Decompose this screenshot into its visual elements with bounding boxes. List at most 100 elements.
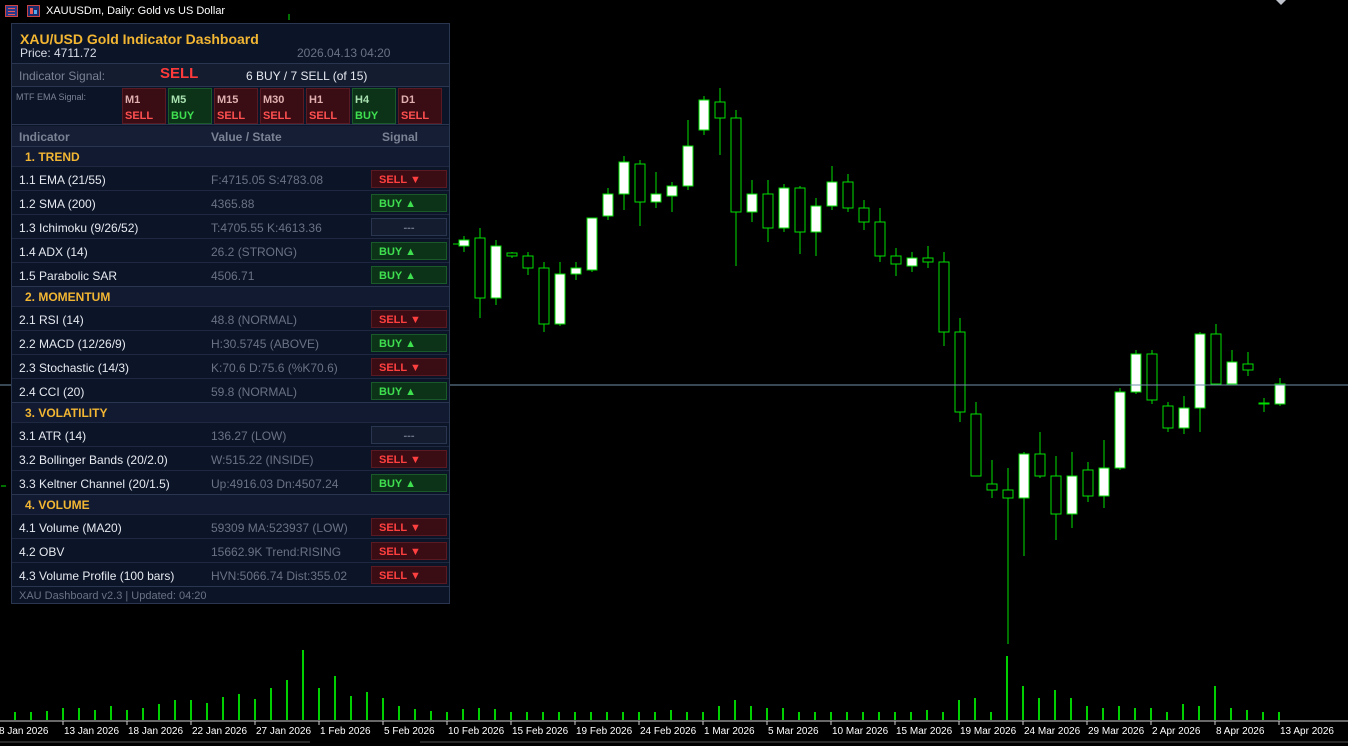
mtf-signal: SELL — [217, 110, 246, 122]
axis-tick-label: 19 Feb 2026 — [576, 726, 633, 737]
dashboard-title: XAU/USD Gold Indicator Dashboard — [20, 31, 259, 47]
signal-count: 6 BUY / 7 SELL (of 15) — [246, 69, 368, 83]
candle-body — [1210, 333, 1222, 385]
section-header: 2. MOMENTUM — [12, 286, 449, 306]
signal-badge: SELL ▼ — [371, 450, 447, 468]
candle — [746, 180, 758, 222]
candle-body — [634, 163, 646, 203]
footer-text: XAU Dashboard v2.3 | Updated: 04:20 — [19, 590, 207, 602]
indicator-row: 2.1 RSI (14) 48.8 (NORMAL) SELL ▼ — [12, 306, 449, 330]
mtf-timeframe: H4 — [355, 94, 370, 106]
mtf-timeframe: D1 — [401, 94, 416, 106]
indicator-value: 4506.71 — [211, 269, 255, 283]
candle-body — [506, 252, 518, 257]
candle-body — [554, 273, 566, 325]
window-title-bar: XAUUSDm, Daily: Gold vs US Dollar — [0, 0, 1348, 22]
indicator-row: 2.3 Stochastic (14/3) K:70.6 D:75.6 (%K70… — [12, 354, 449, 378]
candle — [1130, 350, 1142, 394]
indicator-dashboard: XAU/USD Gold Indicator Dashboard Price: … — [11, 23, 450, 604]
section-header: 1. TREND — [12, 146, 449, 166]
axis-tick-label: 15 Mar 2026 — [896, 726, 953, 737]
chart-icon[interactable] — [5, 5, 18, 17]
indicator-value: T:4705.55 K:4613.36 — [211, 221, 322, 235]
candle — [1162, 402, 1174, 432]
indicator-row: 1.2 SMA (200) 4365.88 BUY ▲ — [12, 190, 449, 214]
candle-body — [1002, 489, 1014, 499]
candle-body — [1066, 475, 1078, 515]
indicator-row: 1.3 Ichimoku (9/26/52) T:4705.55 K:4613.3… — [12, 214, 449, 238]
volume-bars — [14, 650, 1280, 720]
indicator-name: 1.4 ADX (14) — [19, 245, 88, 259]
candle-body — [490, 245, 502, 299]
chevron-down-icon[interactable] — [1276, 0, 1286, 5]
indicator-row: 1.1 EMA (21/55) F:4715.05 S:4783.08 SELL ▼ — [12, 166, 449, 190]
candle — [474, 228, 486, 318]
candle-body — [666, 185, 678, 197]
mtf-signal: SELL — [125, 110, 154, 122]
mtf-box-h4: H4 BUY — [352, 88, 396, 124]
indicator-name: 1.5 Parabolic SAR — [19, 269, 118, 283]
axis-tick-label: 18 Jan 2026 — [128, 726, 183, 737]
column-headers: Indicator Value / State Signal — [12, 126, 449, 146]
candle-body — [714, 101, 726, 119]
indicator-value: Up:4916.03 Dn:4507.24 — [211, 477, 339, 491]
axis-tick-label: 10 Feb 2026 — [448, 726, 505, 737]
indicator-value: 59.8 (NORMAL) — [211, 385, 298, 399]
indicator-value: HVN:5066.74 Dist:355.02 — [211, 569, 348, 583]
signal-badge: SELL ▼ — [371, 566, 447, 584]
candle-body — [746, 193, 758, 213]
indicator-row: 3.3 Keltner Channel (20/1.5) Up:4916.03 D… — [12, 470, 449, 494]
signal-badge: BUY ▲ — [371, 242, 447, 260]
signal-badge: --- — [371, 218, 447, 236]
window-icon[interactable] — [27, 5, 40, 17]
mtf-box-m5: M5 BUY — [168, 88, 212, 124]
signal-badge: BUY ▲ — [371, 334, 447, 352]
indicator-name: 1.3 Ichimoku (9/26/52) — [19, 221, 139, 235]
candle — [986, 460, 998, 498]
candle — [586, 217, 598, 272]
candle — [1002, 468, 1014, 644]
candle — [1226, 350, 1238, 385]
candle — [1050, 456, 1062, 540]
candle — [810, 198, 822, 256]
candlesticks — [1, 14, 1286, 644]
candle-body — [522, 255, 534, 269]
axis-tick-label: 27 Jan 2026 — [256, 726, 311, 737]
candle-body — [1114, 391, 1126, 469]
indicator-value: K:70.6 D:75.6 (%K70.6) — [211, 361, 338, 375]
candle — [570, 262, 582, 280]
signal-badge: SELL ▼ — [371, 518, 447, 536]
candle-body — [458, 239, 470, 247]
candle-body — [602, 193, 614, 217]
indicator-row: 3.1 ATR (14) 136.27 (LOW) --- — [12, 422, 449, 446]
indicator-row: 1.4 ADX (14) 26.2 (STRONG) BUY ▲ — [12, 238, 449, 262]
indicator-name: 2.1 RSI (14) — [19, 313, 84, 327]
signal-badge: SELL ▼ — [371, 358, 447, 376]
candle-body — [1274, 383, 1286, 405]
candle-body — [730, 117, 742, 213]
candle — [762, 180, 774, 242]
axis-tick-label: 8 Jan 2026 — [0, 726, 49, 737]
candle — [1146, 350, 1158, 404]
mtf-signal: BUY — [355, 110, 379, 122]
axis-tick-label: 13 Jan 2026 — [64, 726, 119, 737]
section-title: 1. TREND — [25, 150, 80, 164]
candle — [618, 156, 630, 210]
candle — [698, 96, 710, 135]
indicator-value: 59309 MA:523937 (LOW) — [211, 521, 348, 535]
candle-body — [1082, 469, 1094, 497]
candle-body — [970, 413, 982, 477]
candle — [682, 120, 694, 190]
section-title: 2. MOMENTUM — [25, 290, 111, 304]
mtf-ema-row: MTF EMA Signal: M1 SELL M5 BUY M15 SELL M30 SEL… — [12, 87, 449, 125]
indicator-row: 2.4 CCI (20) 59.8 (NORMAL) BUY ▲ — [12, 378, 449, 402]
candle-body — [1098, 467, 1110, 497]
candle-body — [794, 187, 806, 233]
indicator-row: 4.2 OBV 15662.9K Trend:RISING SELL ▼ — [12, 538, 449, 562]
mtf-label: MTF EMA Signal: — [16, 92, 87, 102]
indicator-name: 3.1 ATR (14) — [19, 429, 87, 443]
candle-body — [874, 221, 886, 257]
candle-body — [1162, 405, 1174, 429]
candle — [714, 88, 726, 155]
